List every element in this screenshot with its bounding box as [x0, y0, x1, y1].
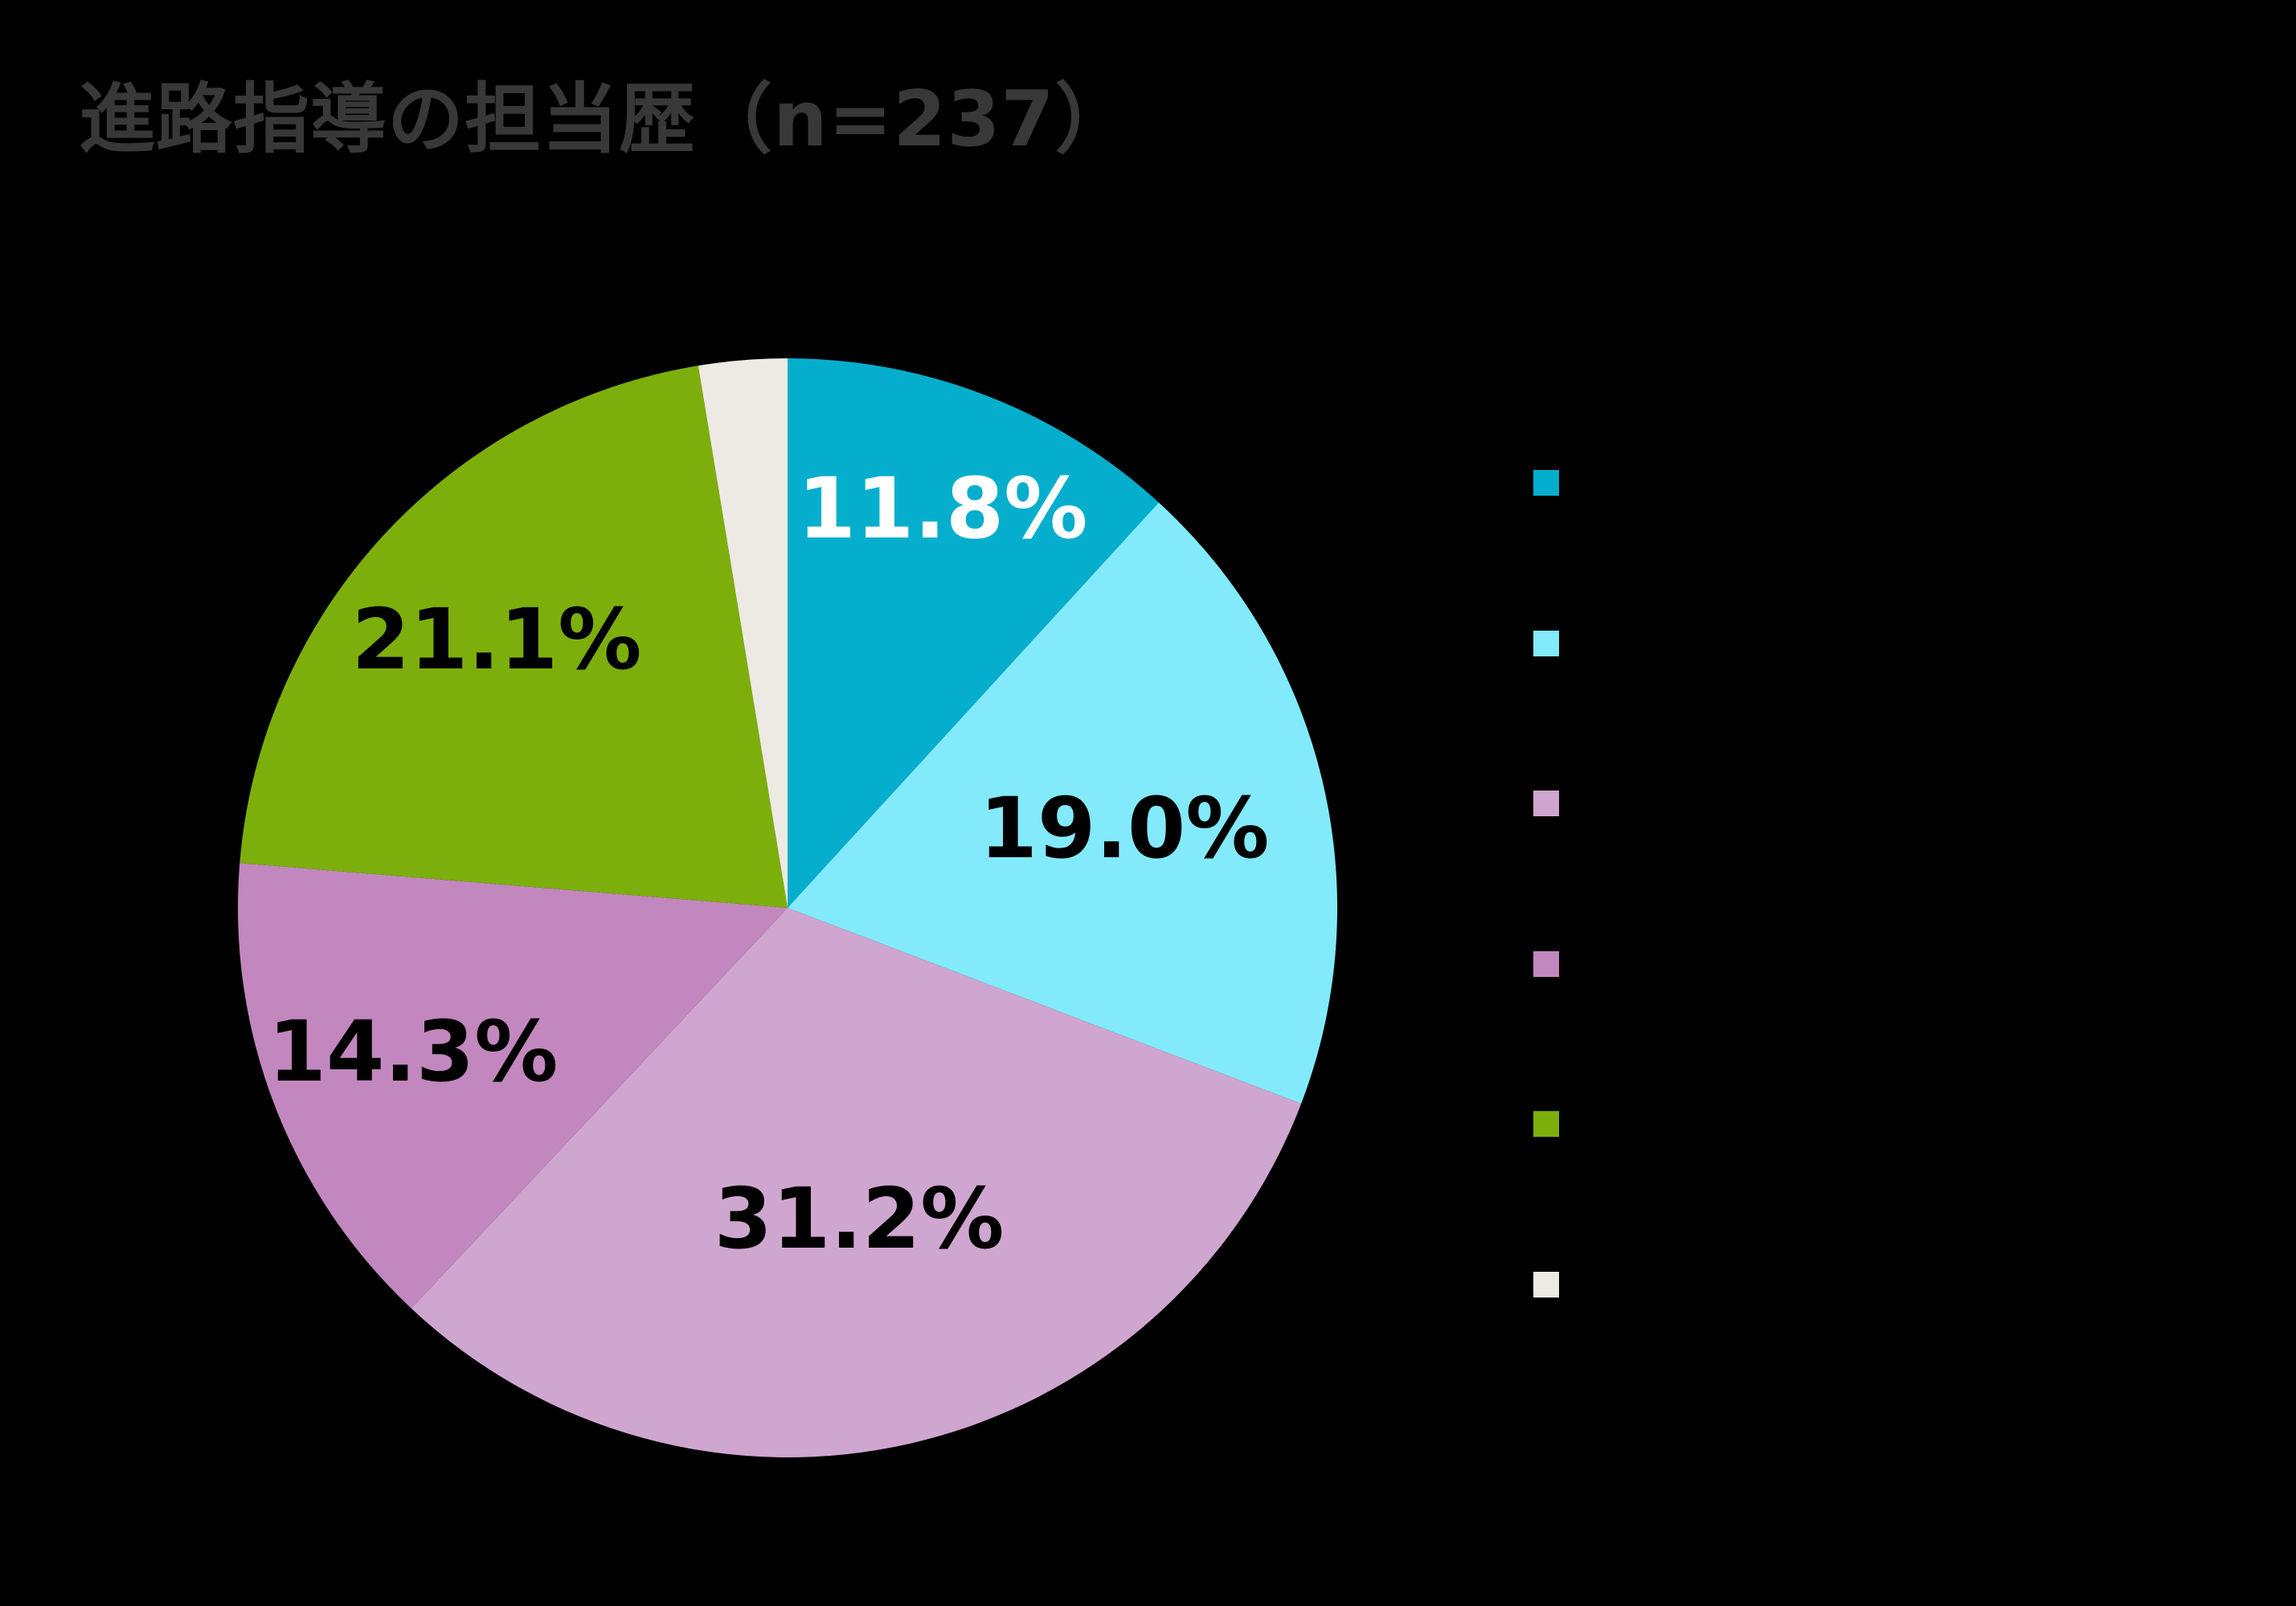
pie-slice-6	[698, 358, 788, 908]
data-label-5: 21.1%	[352, 591, 642, 689]
data-label-2: 19.0%	[980, 779, 1270, 877]
data-label-1: 11.8%	[798, 460, 1088, 558]
pie-slice-2	[788, 502, 1338, 1104]
pie-slice-3	[411, 908, 1302, 1457]
data-label-4: 14.3%	[268, 1003, 559, 1101]
data-label-3: 31.2%	[714, 1170, 1005, 1268]
pie-slice-4	[238, 863, 788, 1309]
pie-slice-5	[239, 366, 788, 909]
pie-slice-1	[788, 358, 1159, 908]
chart-title: 進路指導の担当歴（n=237）	[79, 76, 1132, 164]
